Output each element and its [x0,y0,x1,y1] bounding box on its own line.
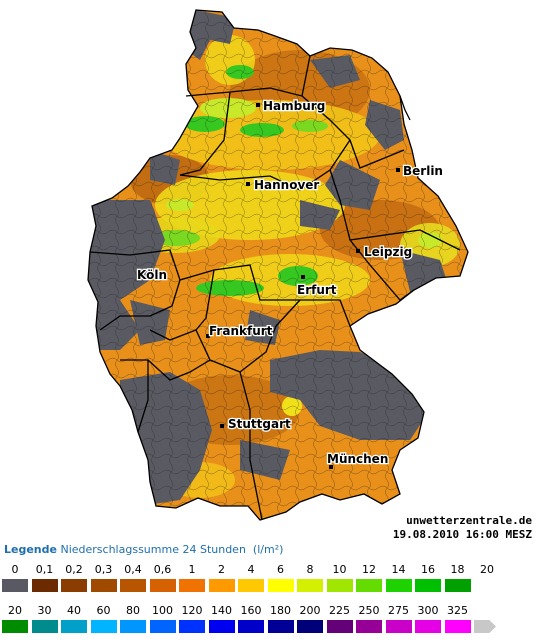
legend-label: 20 [8,604,22,617]
legend-swatch [297,579,323,592]
legend-swatch [208,579,235,592]
legend-title: Legende Niederschlagssumme 24 Stunden (l… [4,543,283,556]
legend-swatch [238,579,264,592]
legend-swatch [31,620,58,633]
legend-label: 140 [211,604,232,617]
legend-label: 14 [391,563,406,576]
legend-label: 16 [421,563,435,576]
legend-swatch [90,620,117,633]
legend-swatch [415,620,441,633]
legend-label: 100 [152,604,173,617]
legend-swatch [90,579,117,592]
legend-label: 20 [480,563,494,576]
city-berlin: Berlin [396,163,444,179]
city-hamburg: Hamburg [256,98,327,114]
city-erfurt: Erfurt [296,275,338,298]
precipitation-field [88,10,468,520]
legend-unit: (l/m²) [252,543,284,556]
legend-row-2: 20 30 40 60 80 100 120 140 160 180 200 225 250 275 300… [0,604,538,640]
legend-title-text: Niederschlagssumme 24 Stunden [60,543,246,556]
state-borders [87,9,469,521]
legend-swatch [149,620,176,633]
legend-label: 2 [218,563,225,576]
legend-label: 300 [417,604,439,617]
city-label-frankfurt: Frankfurt [209,324,273,338]
city-label-hamburg: Hamburg [263,99,325,113]
city-label-hannover: Hannover [254,178,319,192]
credit-site: unwetterzentrale.de [406,514,532,527]
legend-swatch [208,620,235,633]
legend-label: 0,6 [153,563,172,576]
city-hannover: Hannover [246,177,321,193]
legend-label: 1 [188,563,196,576]
legend-label: 0,3 [94,563,113,576]
legend-swatch [356,579,382,592]
legend-label: 6 [277,563,284,576]
legend-label: 0 [11,563,19,576]
city-label-erfurt: Erfurt [297,283,337,297]
legend-label: 120 [181,604,203,617]
precipitation-map: Hamburg Berlin Hannover Leipzig Köln Erf… [87,9,469,521]
legend-swatch [444,579,471,592]
credit-timestamp: 19.08.2010 16:00 MESZ [392,528,532,541]
legend-swatch [238,620,264,633]
legend-swatch [385,620,412,633]
legend-swatch [474,620,496,633]
legend-swatch [326,579,353,592]
legend-swatch [2,620,28,633]
city-label-koeln: Köln [137,268,167,282]
legend-label: 80 [126,604,140,617]
legend-title-bold: Legende [4,543,57,556]
legend-label: 250 [358,604,380,617]
legend-swatch [61,579,87,592]
legend-swatch [297,620,323,633]
legend-label: 40 [67,604,81,617]
legend-swatch [120,579,146,592]
legend-swatch [267,620,294,633]
legend-swatch [2,579,28,592]
legend-swatch [120,620,146,633]
legend-label: 200 [299,604,321,617]
legend-swatch [31,579,58,592]
legend-label: 0,1 [35,563,54,576]
legend-row-1: 0 0,1 0,2 0,3 0,4 0,6 1 2 4 6 8 10 12 14 16 18 20 [0,563,538,599]
legend-label: 18 [450,563,465,576]
legend-label: 180 [270,604,291,617]
legend-swatch [179,620,205,633]
city-stuttgart: Stuttgart [220,416,292,432]
city-label-berlin: Berlin [403,164,443,178]
legend-swatch [326,620,353,633]
legend-swatch [444,620,471,633]
legend-label: 225 [329,604,350,617]
legend-swatch [149,579,176,592]
legend-label: 160 [240,604,262,617]
city-frankfurt: Frankfurt [206,323,274,339]
legend-label: 0,2 [65,563,83,576]
legend-swatch [61,620,87,633]
legend-swatch [179,579,205,592]
legend-label: 12 [362,563,376,576]
city-koeln: Köln [136,267,169,284]
legend-swatch [356,620,382,633]
legend-label: 8 [306,563,314,576]
legend-label: 10 [332,563,347,576]
legend-swatch [415,579,441,592]
legend-swatch [267,579,294,592]
legend-label: 60 [96,604,111,617]
city-leipzig: Leipzig [356,244,413,260]
legend-swatch [385,579,412,592]
city-muenchen: München [326,451,390,469]
legend-label: 275 [388,604,409,617]
legend-label: 30 [37,604,52,617]
city-label-muenchen: München [327,452,388,466]
city-label-leipzig: Leipzig [364,245,412,259]
city-label-stuttgart: Stuttgart [228,417,291,431]
legend-label: 325 [447,604,468,617]
legend-label: 4 [247,563,255,576]
legend-label: 0,4 [124,563,142,576]
